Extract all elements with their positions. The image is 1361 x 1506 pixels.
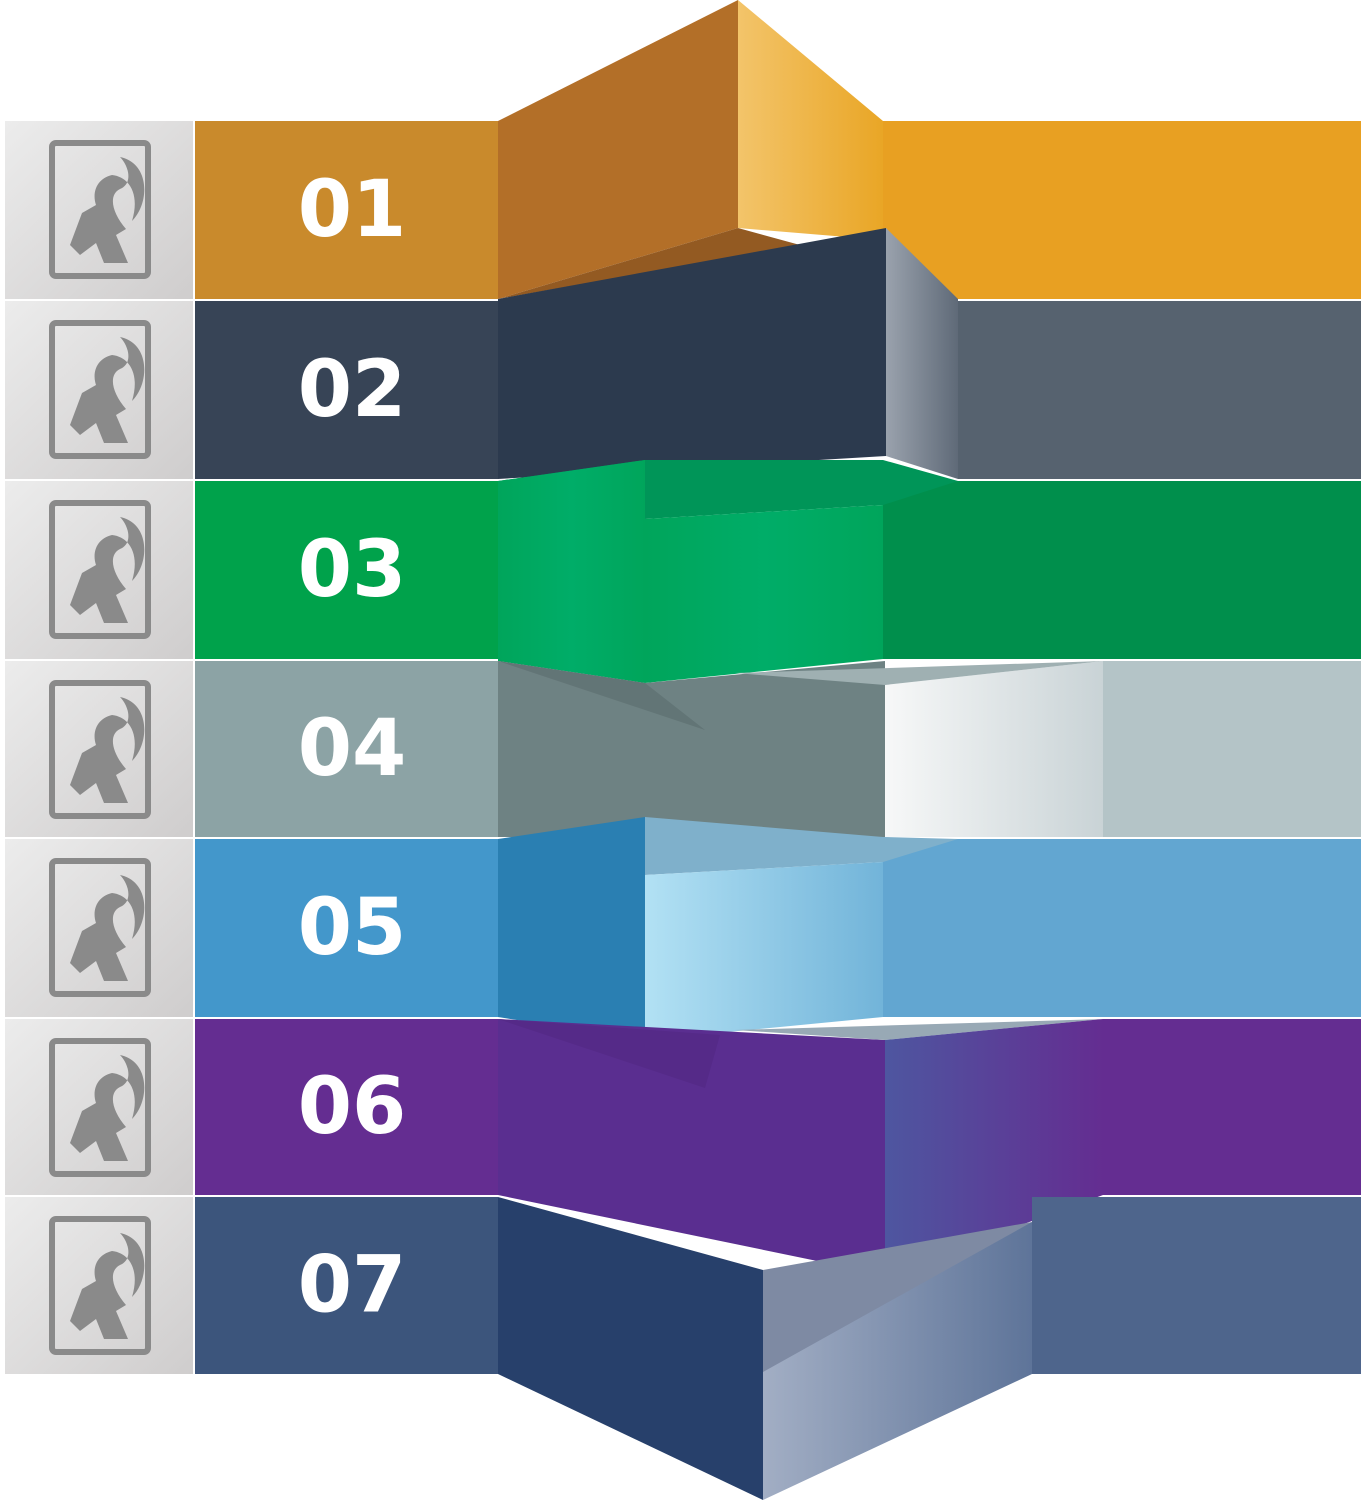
band-right xyxy=(1103,661,1361,837)
face xyxy=(498,1019,720,1088)
face xyxy=(498,661,885,837)
face xyxy=(886,228,958,479)
face xyxy=(735,1019,1103,1040)
icon-frame xyxy=(49,1038,151,1177)
face xyxy=(498,1197,763,1500)
step-number: 07 xyxy=(298,1241,407,1331)
icon-frame xyxy=(49,680,151,819)
icon-goat xyxy=(70,875,145,981)
face xyxy=(498,460,645,683)
icon-frame xyxy=(49,1216,151,1355)
face xyxy=(498,661,705,730)
face xyxy=(763,1222,1032,1372)
rows: 01 02 03 04 05 06 07 xyxy=(5,121,498,1374)
icon-frame xyxy=(49,500,151,639)
icon-goat xyxy=(70,1233,145,1339)
band-right xyxy=(883,839,1361,1017)
icon-goat xyxy=(70,157,145,263)
icon-goat xyxy=(70,1055,145,1161)
face xyxy=(885,661,1103,837)
band-right xyxy=(958,301,1361,479)
face xyxy=(645,505,883,683)
number-band xyxy=(195,1197,498,1374)
number-band xyxy=(195,121,498,299)
blocks xyxy=(498,0,1361,1500)
icon-goat xyxy=(70,517,145,623)
number-band xyxy=(195,1019,498,1195)
step-number: 05 xyxy=(298,883,407,973)
face xyxy=(498,0,738,299)
band-right xyxy=(1103,1019,1361,1195)
face xyxy=(645,862,883,1040)
face xyxy=(735,661,1103,685)
number-band xyxy=(195,661,498,837)
face xyxy=(738,0,883,240)
step-number: 03 xyxy=(298,525,407,615)
step-number: 04 xyxy=(298,704,407,794)
face xyxy=(498,817,645,1040)
number-band xyxy=(195,301,498,479)
step-number: 06 xyxy=(298,1062,407,1152)
face xyxy=(498,228,886,479)
face xyxy=(645,817,958,875)
number-band xyxy=(195,839,498,1017)
icon-goat xyxy=(70,697,145,803)
icon-goat xyxy=(70,337,145,443)
band-right xyxy=(883,481,1361,659)
step-number: 01 xyxy=(298,165,407,255)
icon-frame xyxy=(49,320,151,459)
icon-frame xyxy=(49,858,151,997)
band-right xyxy=(883,121,1361,299)
step-number: 02 xyxy=(298,345,407,435)
face xyxy=(498,228,800,299)
icon-frame xyxy=(49,140,151,279)
number-band xyxy=(195,481,498,659)
face xyxy=(498,1019,885,1275)
band-right xyxy=(1032,1197,1361,1374)
